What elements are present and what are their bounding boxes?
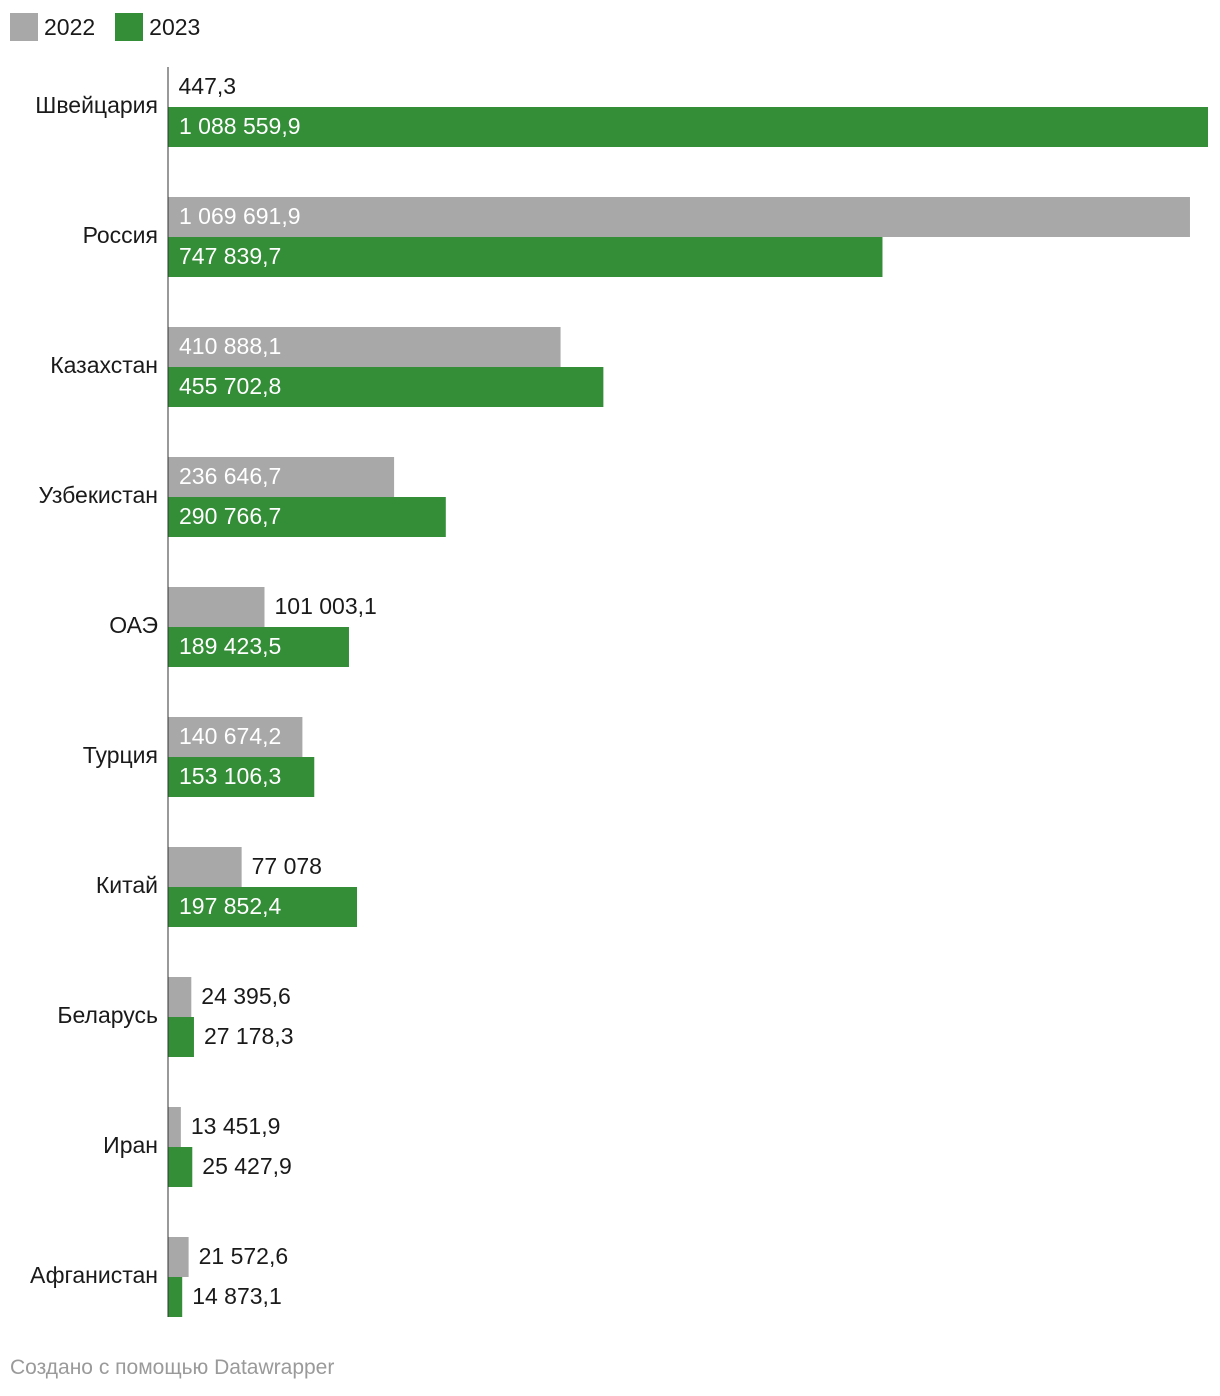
bar-2022-cat-6[interactable] bbox=[168, 847, 242, 887]
category-label-cat-4: ОАЭ bbox=[109, 612, 158, 638]
bar-2022-cat-9[interactable] bbox=[168, 1237, 189, 1277]
value-label-2023-cat-3: 290 766,7 bbox=[179, 503, 281, 529]
bar-2023-cat-0[interactable] bbox=[168, 107, 1208, 147]
value-label-2023-cat-7: 27 178,3 bbox=[204, 1023, 294, 1049]
value-label-2022-cat-9: 21 572,6 bbox=[199, 1243, 289, 1269]
bar-2023-cat-5[interactable] bbox=[168, 757, 315, 797]
category-label-cat-5: Турция bbox=[83, 742, 158, 768]
footer-credit[interactable]: Создано с помощью Datawrapper bbox=[10, 1356, 335, 1379]
bar-2022-cat-4[interactable] bbox=[168, 587, 265, 627]
legend-swatch-2022 bbox=[10, 13, 38, 41]
category-label-cat-3: Узбекистан bbox=[39, 482, 159, 508]
bar-2023-cat-3[interactable] bbox=[168, 497, 446, 537]
bar-2023-cat-6[interactable] bbox=[168, 887, 358, 927]
bar-2022-cat-8[interactable] bbox=[168, 1107, 181, 1147]
category-label-cat-6: Китай bbox=[96, 872, 158, 898]
value-label-2022-cat-3: 236 646,7 bbox=[179, 463, 281, 489]
bar-2022-cat-7[interactable] bbox=[168, 977, 192, 1017]
legend-label-2023: 2023 bbox=[149, 14, 201, 40]
value-label-2023-cat-6: 197 852,4 bbox=[179, 893, 282, 919]
bar-2023-cat-1[interactable] bbox=[168, 237, 883, 277]
value-label-2023-cat-2: 455 702,8 bbox=[179, 373, 281, 399]
value-label-2022-cat-0: 447,3 bbox=[179, 73, 237, 99]
value-label-2023-cat-5: 153 106,3 bbox=[179, 763, 281, 789]
category-label-cat-7: Беларусь bbox=[57, 1002, 158, 1028]
value-label-2023-cat-0: 1 088 559,9 bbox=[179, 113, 301, 139]
category-label-cat-8: Иран bbox=[103, 1132, 158, 1158]
bar-2022-cat-5[interactable] bbox=[168, 717, 303, 757]
category-label-cat-9: Афганистан bbox=[30, 1262, 158, 1288]
value-label-2023-cat-9: 14 873,1 bbox=[192, 1283, 282, 1309]
category-label-cat-0: Швейцария bbox=[35, 92, 158, 118]
bar-2023-cat-8[interactable] bbox=[168, 1147, 193, 1187]
legend-item-2023[interactable]: 2023 bbox=[115, 13, 200, 41]
value-label-2022-cat-4: 101 003,1 bbox=[274, 593, 376, 619]
value-label-2022-cat-5: 140 674,2 bbox=[179, 723, 281, 749]
value-label-2022-cat-1: 1 069 691,9 bbox=[179, 203, 301, 229]
value-label-2023-cat-8: 25 427,9 bbox=[202, 1153, 292, 1179]
bar-2023-cat-7[interactable] bbox=[168, 1017, 194, 1057]
legend-swatch-2023 bbox=[115, 13, 144, 41]
category-label-cat-1: Россия bbox=[83, 222, 158, 248]
bar-2023-cat-4[interactable] bbox=[168, 627, 349, 667]
legend-label-2022: 2022 bbox=[44, 14, 96, 40]
bar-chart: Швейцария 447,3 1 088 559,9 Россия 1 069 691… bbox=[30, 67, 1208, 1317]
value-label-2022-cat-2: 410 888,1 bbox=[179, 333, 281, 359]
value-label-2022-cat-6: 77 078 bbox=[252, 853, 322, 879]
value-label-2023-cat-4: 189 423,5 bbox=[179, 633, 281, 659]
value-label-2023-cat-1: 747 839,7 bbox=[179, 243, 281, 269]
value-label-2022-cat-8: 13 451,9 bbox=[191, 1113, 281, 1139]
bar-2023-cat-9[interactable] bbox=[168, 1277, 183, 1317]
legend-item-2022[interactable]: 2022 bbox=[10, 13, 95, 41]
category-label-cat-2: Казахстан bbox=[50, 352, 158, 378]
bar-2022-cat-3[interactable] bbox=[168, 457, 395, 497]
chart-legend: 2022 2023 bbox=[10, 12, 220, 42]
bar-2023-cat-2[interactable] bbox=[168, 367, 604, 407]
bar-2022-cat-2[interactable] bbox=[168, 327, 561, 367]
bar-2022-cat-1[interactable] bbox=[168, 197, 1190, 237]
value-label-2022-cat-7: 24 395,6 bbox=[201, 983, 291, 1009]
